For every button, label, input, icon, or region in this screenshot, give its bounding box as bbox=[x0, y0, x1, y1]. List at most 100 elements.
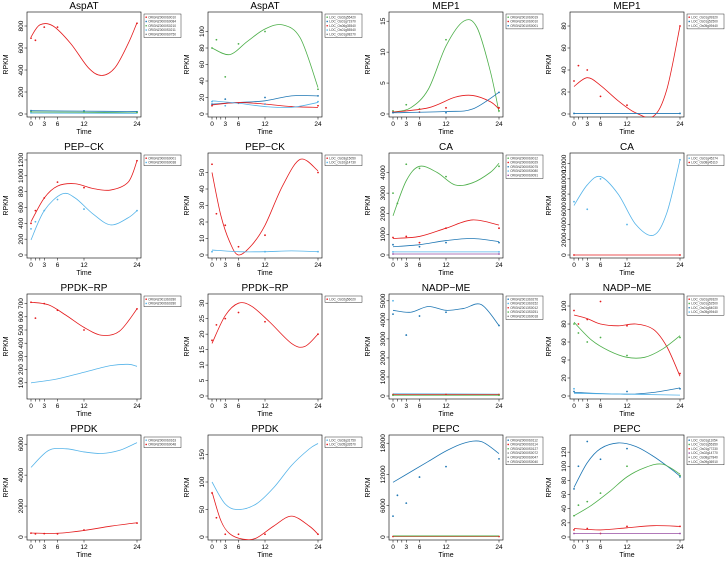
y-tick-label: 18000 bbox=[380, 434, 387, 452]
y-tick-label: 1000 bbox=[380, 369, 387, 384]
y-tick-label: 30 bbox=[199, 202, 206, 210]
x-axis-label: Time bbox=[257, 411, 272, 418]
x-tick-label: 12 bbox=[623, 121, 631, 128]
chart-panel: MEP1 0 3 6 12 24 0 20 40 60 80 Time RPKM LOC_Os01g093… bbox=[546, 1, 725, 136]
y-tick-label: 0 bbox=[561, 394, 568, 398]
legend-marker bbox=[688, 443, 690, 446]
legend-label: ORGNZ0013S0280 bbox=[148, 297, 176, 301]
plot-frame bbox=[207, 152, 323, 259]
y-tick-label: 0 bbox=[199, 112, 206, 116]
x-tick-label: 12 bbox=[80, 262, 88, 269]
y-tick-label: 800 bbox=[18, 186, 25, 197]
legend-marker bbox=[507, 170, 509, 172]
y-axis-label: RPKM bbox=[365, 336, 372, 356]
y-tick-label: 2000 bbox=[380, 350, 387, 365]
data-point bbox=[418, 245, 421, 248]
x-tick-label: 3 bbox=[42, 121, 46, 128]
series-line bbox=[30, 160, 138, 222]
x-tick-label: 12 bbox=[442, 403, 450, 410]
y-axis-label: RPKM bbox=[3, 477, 10, 497]
legend-label: LOC_Os05g33570 bbox=[329, 443, 356, 447]
data-point bbox=[626, 465, 628, 468]
data-point bbox=[445, 227, 447, 230]
data-point bbox=[679, 532, 681, 535]
y-axis-label: RPKM bbox=[184, 477, 191, 497]
legend-marker bbox=[688, 311, 690, 313]
data-point bbox=[498, 324, 500, 327]
data-point bbox=[237, 42, 240, 45]
legend-label: ORGNZ0013S0251 bbox=[510, 310, 538, 314]
y-axis-label: RPKM bbox=[3, 195, 10, 215]
legend-label: ORGNZ0000S0012 bbox=[510, 156, 538, 160]
y-tick-label: 1000 bbox=[380, 227, 387, 242]
series-line bbox=[211, 491, 319, 540]
legend-label: ORGNZ0000S0127 bbox=[510, 447, 538, 451]
x-tick-label: 3 bbox=[42, 544, 46, 551]
data-point bbox=[136, 522, 138, 524]
data-point bbox=[599, 95, 602, 98]
x-axis-label: Time bbox=[438, 411, 453, 418]
data-point bbox=[577, 332, 580, 334]
data-point bbox=[392, 313, 394, 316]
data-point bbox=[30, 532, 32, 535]
x-tick-label: 0 bbox=[210, 544, 214, 551]
legend-label: LOC_Os01g71970 bbox=[329, 20, 356, 24]
x-axis-label: Time bbox=[76, 552, 91, 559]
data-point bbox=[573, 323, 575, 325]
plot-area bbox=[573, 440, 681, 535]
data-point bbox=[317, 533, 319, 536]
chart-title: NADP−ME bbox=[422, 283, 471, 294]
y-tick-label: 20 bbox=[561, 374, 568, 382]
legend-marker bbox=[507, 311, 509, 313]
legend-label: ORGNZ0000S0091 bbox=[510, 173, 538, 177]
data-point bbox=[586, 69, 589, 71]
x-tick-label: 3 bbox=[404, 544, 408, 551]
series-line bbox=[573, 25, 681, 117]
y-tick-label: 3000 bbox=[380, 331, 387, 346]
series-line bbox=[392, 219, 500, 239]
data-point bbox=[56, 309, 59, 312]
legend-label: ORGNZ0000S0047 bbox=[510, 455, 538, 459]
chart-panel: PPDK 0 3 6 12 24 0 50 100 150 Time RPKM LOC_Os03g317… bbox=[184, 424, 363, 559]
data-point bbox=[498, 241, 500, 244]
data-point bbox=[43, 302, 46, 305]
legend-label: LOC_Os01g45274 bbox=[691, 156, 718, 160]
chart-panel: AspAT 0 3 6 12 24 0 20 40 60 80 100 Time RPKM LOC_Os02… bbox=[184, 1, 363, 136]
data-point bbox=[445, 311, 447, 314]
data-point bbox=[43, 532, 46, 535]
y-tick-label: 100 bbox=[199, 476, 206, 487]
data-point bbox=[498, 394, 500, 397]
y-tick-label: 40 bbox=[199, 185, 206, 193]
data-point bbox=[30, 37, 32, 39]
data-point bbox=[237, 533, 240, 536]
data-point bbox=[626, 324, 628, 327]
x-axis-label: Time bbox=[619, 129, 634, 136]
data-point bbox=[626, 390, 628, 393]
legend-marker bbox=[507, 439, 509, 441]
y-tick-label: 6000 bbox=[380, 498, 387, 513]
y-tick-label: 6000 bbox=[561, 202, 568, 217]
legend-box bbox=[686, 295, 725, 316]
y-tick-label: 80 bbox=[561, 320, 568, 328]
y-tick-label: 400 bbox=[18, 337, 25, 348]
y-tick-label: 3000 bbox=[380, 186, 387, 201]
y-axis-label: RPKM bbox=[184, 54, 191, 74]
legend-marker bbox=[326, 298, 328, 300]
data-point bbox=[211, 100, 213, 103]
data-point bbox=[626, 447, 628, 450]
x-tick-label: 0 bbox=[572, 544, 576, 551]
legend-label: ORGNZ0000S0038 bbox=[148, 161, 176, 165]
y-axis-label: RPKM bbox=[184, 336, 191, 356]
plot-area bbox=[211, 158, 319, 256]
data-point bbox=[317, 333, 319, 336]
x-tick-label: 6 bbox=[237, 544, 241, 551]
x-tick-label: 0 bbox=[210, 121, 214, 128]
data-point bbox=[626, 223, 628, 226]
data-point bbox=[679, 158, 681, 161]
data-point bbox=[405, 163, 408, 166]
y-tick-label: 100 bbox=[561, 300, 568, 311]
data-point bbox=[679, 336, 681, 339]
data-point bbox=[43, 197, 46, 199]
